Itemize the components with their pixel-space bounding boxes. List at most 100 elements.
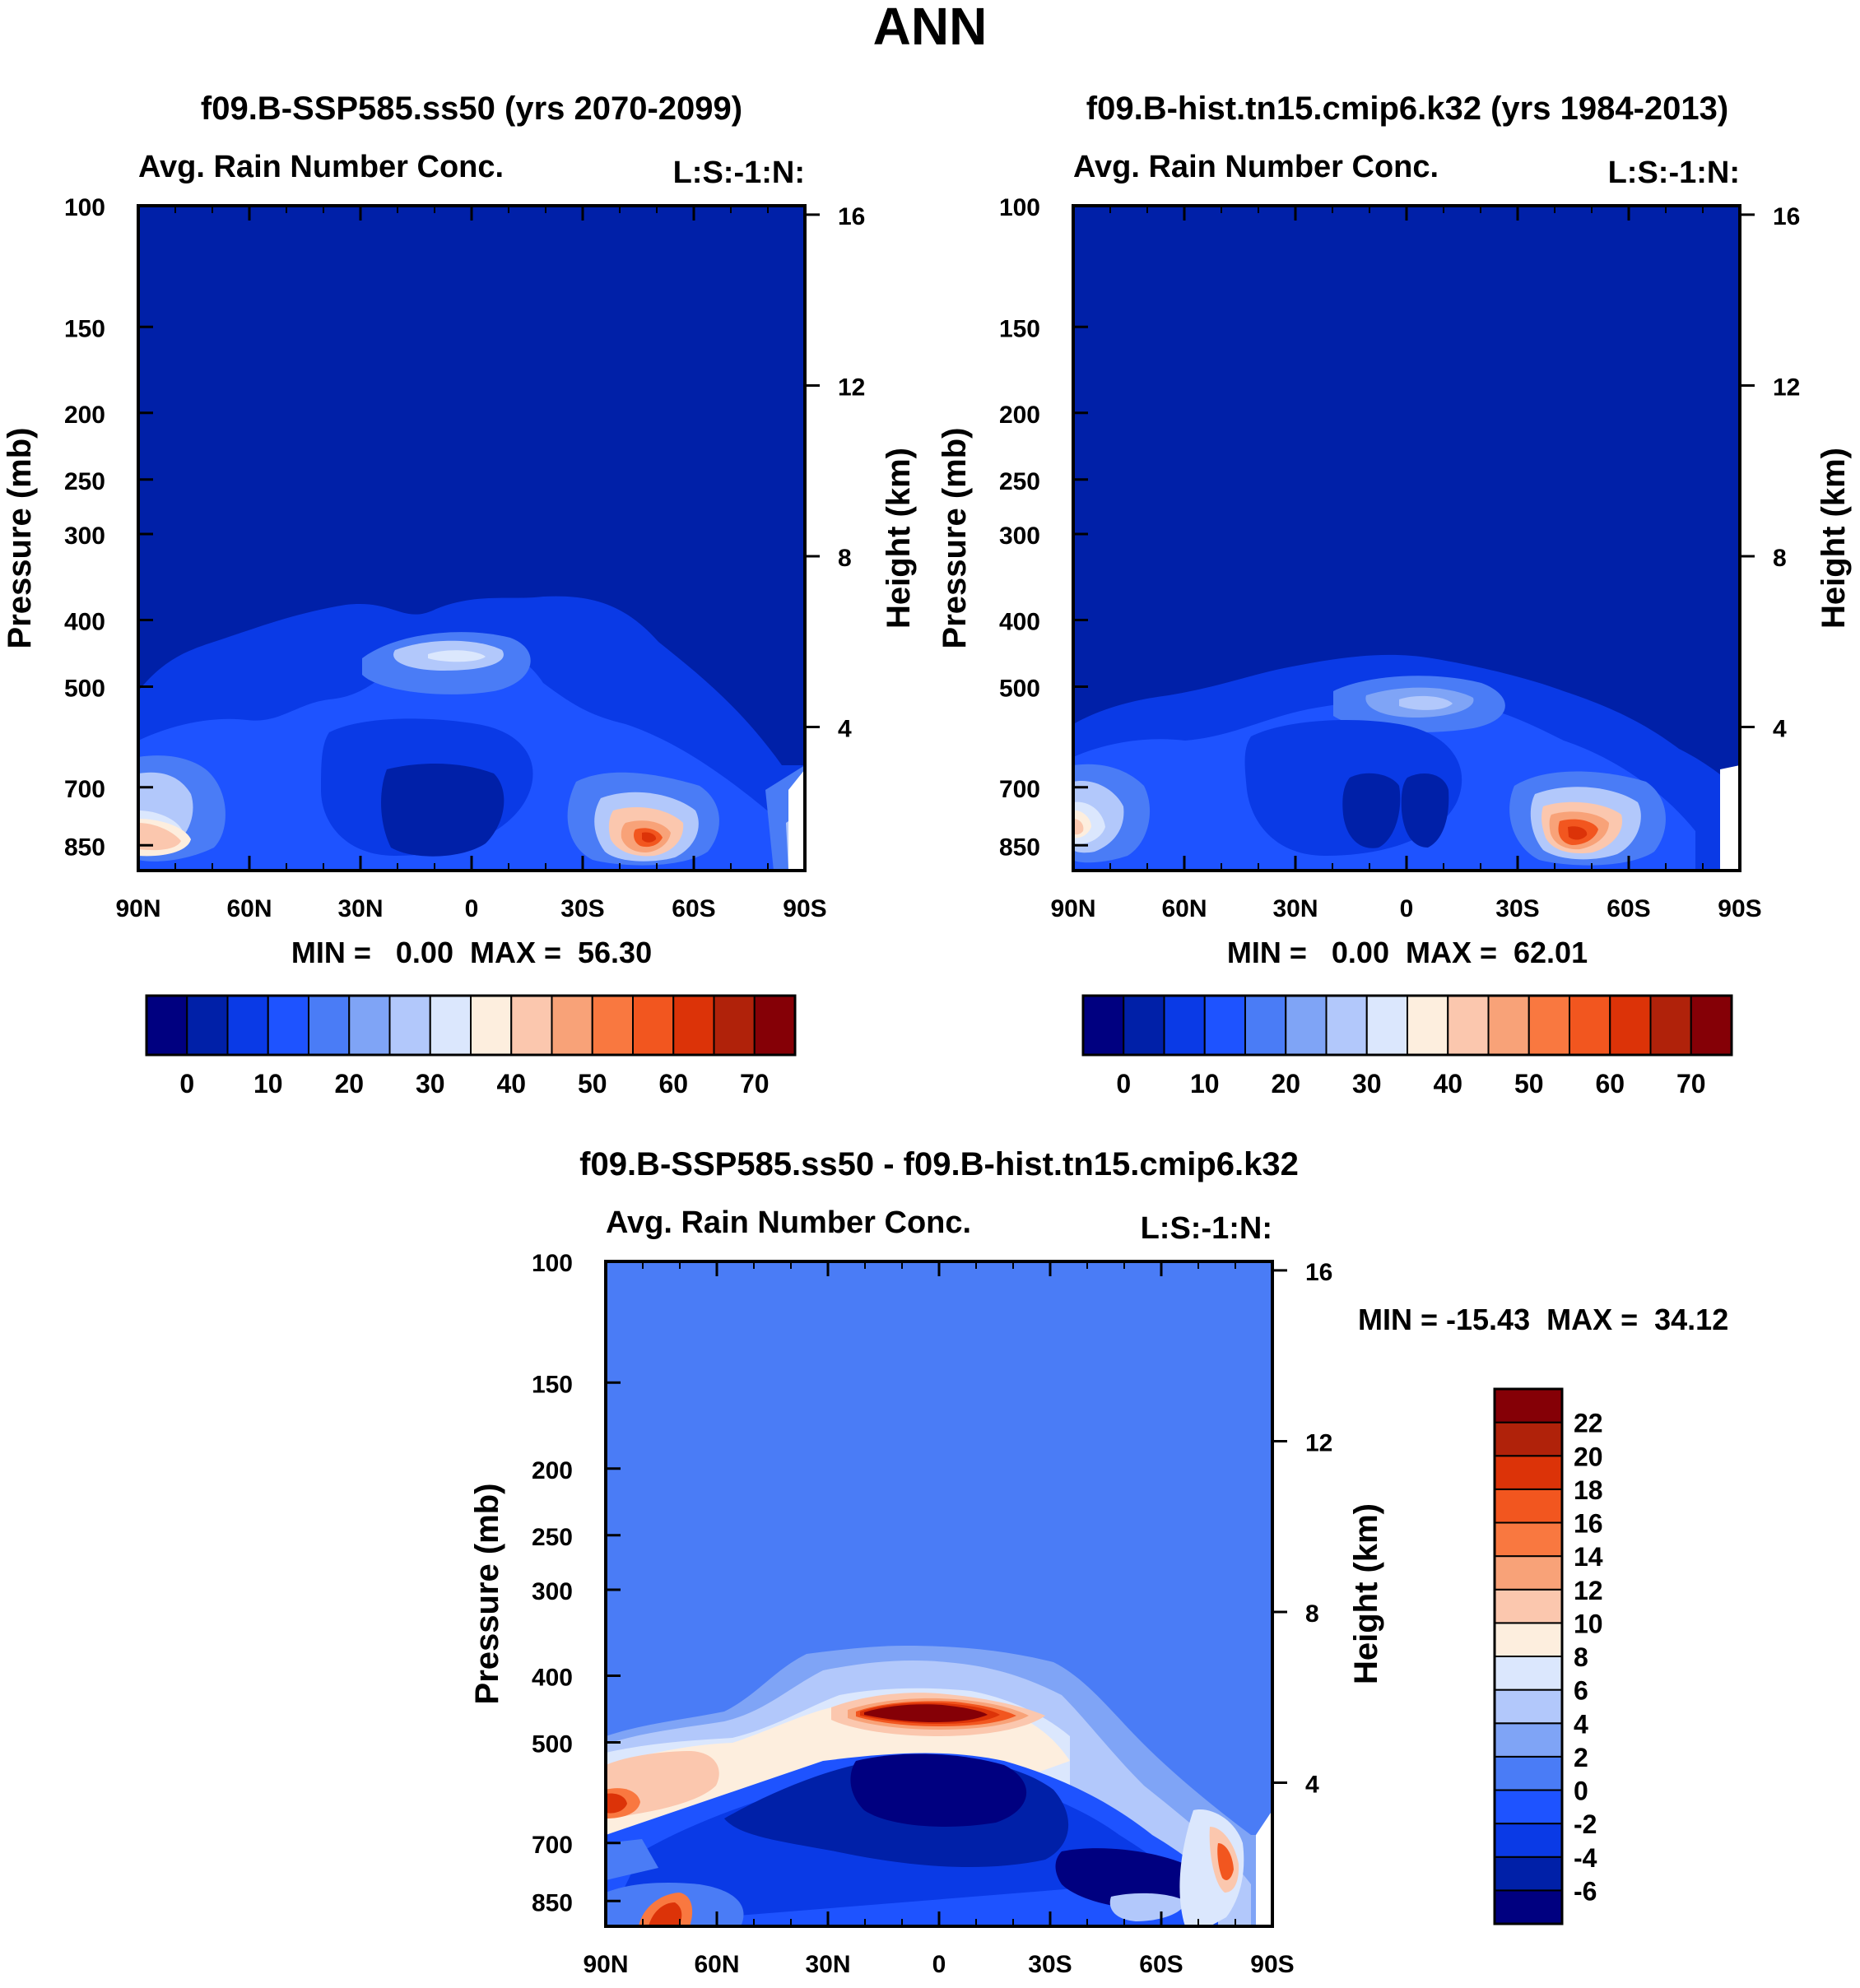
colorbar-box xyxy=(1407,995,1449,1056)
panel-1-axis-bottom: 90N 60N 30N 0 30S 60S 90S xyxy=(115,206,827,922)
lat-tick-label: 0 xyxy=(1400,895,1414,922)
lat-tick-label: 90S xyxy=(1250,1951,1294,1978)
pressure-tick-label: 150 xyxy=(532,1371,573,1398)
colorbar-box xyxy=(226,995,269,1056)
lat-tick-label: 30N xyxy=(337,895,383,922)
colorbar-label: 60 xyxy=(658,1069,688,1099)
colorbar-label: 50 xyxy=(1514,1069,1544,1099)
lat-tick-label: 0 xyxy=(932,1951,946,1978)
colorbar-box xyxy=(1285,995,1328,1056)
panel-3-ylabel: Pressure (mb) xyxy=(469,1484,505,1705)
colorbar-box xyxy=(1494,1755,1563,1791)
colorbar-box xyxy=(348,995,391,1056)
pressure-tick-label: 100 xyxy=(532,1250,573,1277)
lat-tick-label: 60S xyxy=(1607,895,1650,922)
lat-tick-label: 30S xyxy=(560,895,604,922)
lat-tick-label: 90N xyxy=(115,895,160,922)
colorbar-box xyxy=(1163,995,1206,1056)
colorbar-box xyxy=(1494,1856,1563,1892)
pressure-tick-label: 400 xyxy=(999,609,1040,636)
figure-title: ANN xyxy=(873,0,988,56)
lat-tick-label: 60N xyxy=(226,895,272,922)
colorbar-box xyxy=(470,995,513,1056)
colorbar-box xyxy=(1528,995,1570,1056)
colorbar-box xyxy=(186,995,229,1056)
colorbar-box xyxy=(1494,1789,1563,1825)
colorbar-box xyxy=(1494,1722,1563,1758)
colorbar-box xyxy=(1365,995,1408,1056)
colorbar-box xyxy=(1447,995,1490,1056)
height-tick-label: 12 xyxy=(1773,374,1800,401)
lat-tick-label: 30N xyxy=(805,1951,850,1978)
colorbar-box xyxy=(1494,1388,1563,1424)
colorbar-label: 18 xyxy=(1574,1475,1603,1505)
panel-1-right-string: L:S:-1:N: xyxy=(673,156,805,190)
colorbar-box xyxy=(1494,1622,1563,1657)
colorbar-label: -4 xyxy=(1574,1843,1597,1873)
colorbar-label: 6 xyxy=(1574,1676,1588,1706)
colorbar-label: 4 xyxy=(1574,1709,1588,1739)
panel-3-title: f09.B-SSP585.ss50 - f09.B-hist.tn15.cmip… xyxy=(579,1146,1299,1182)
pressure-tick-label: 850 xyxy=(532,1889,573,1916)
panel-3-minmax: MIN = -15.43 MAX = 34.12 xyxy=(1358,1303,1728,1336)
colorbar-box xyxy=(1649,995,1692,1056)
pressure-tick-label: 850 xyxy=(64,834,105,861)
colorbar-label: 50 xyxy=(578,1069,607,1099)
colorbar-box xyxy=(1203,995,1246,1056)
pressure-tick-label: 500 xyxy=(532,1731,573,1758)
colorbar-label: 70 xyxy=(740,1069,770,1099)
lat-tick-label: 90N xyxy=(583,1951,628,1978)
height-tick-label: 16 xyxy=(1773,203,1800,230)
panel-2-ylabel2: Height (km) xyxy=(1816,448,1852,629)
panel-1-ylabel2: Height (km) xyxy=(881,448,917,629)
panel-1-axis-left: 100 150 200 250 300 400 500 700 850 xyxy=(64,194,153,861)
colorbar-box xyxy=(591,995,634,1056)
colorbar-box xyxy=(1494,1488,1563,1524)
height-tick-label: 8 xyxy=(838,545,852,572)
panel-1-colorbar: 0 10 20 30 40 50 60 70 xyxy=(145,994,797,1099)
colorbar-label: 30 xyxy=(1352,1069,1382,1099)
lat-tick-label: 60S xyxy=(1139,1951,1183,1978)
panel-1-contour-field xyxy=(138,206,805,871)
colorbar-box xyxy=(1494,1688,1563,1725)
height-tick-label: 4 xyxy=(1773,716,1787,743)
lat-tick-label: 30N xyxy=(1272,895,1318,922)
lat-tick-label: 90S xyxy=(1718,895,1761,922)
panel-3-right-string: L:S:-1:N: xyxy=(1141,1211,1272,1246)
colorbar-box xyxy=(1609,995,1652,1056)
panel-2-axis-right: 4 8 12 16 xyxy=(1740,203,1800,743)
colorbar-box xyxy=(1494,1455,1563,1490)
colorbar-box xyxy=(308,995,351,1056)
panel-2-axis-bottom: 90N 60N 30N 0 30S 60S 90S xyxy=(1050,206,1762,922)
pressure-tick-label: 250 xyxy=(532,1524,573,1551)
height-tick-label: 4 xyxy=(1305,1772,1319,1799)
pressure-tick-label: 300 xyxy=(532,1578,573,1605)
colorbar-box xyxy=(429,995,472,1056)
panel-2-left-string: Avg. Rain Number Conc. xyxy=(1073,150,1439,184)
panel-3-axis-bottom: 90N 60N 30N 0 30S 60S 90S xyxy=(583,1261,1295,1978)
colorbar-label: 40 xyxy=(1433,1069,1462,1099)
lat-tick-label: 60S xyxy=(672,895,715,922)
colorbar-box xyxy=(1569,995,1611,1056)
pressure-tick-label: 100 xyxy=(999,194,1040,221)
pressure-tick-label: 500 xyxy=(999,676,1040,703)
height-tick-label: 4 xyxy=(838,716,852,743)
panel-3-axis-right: 4 8 12 16 xyxy=(1272,1259,1332,1799)
lat-tick-label: 60N xyxy=(694,1951,739,1978)
panel-3-left-string: Avg. Rain Number Conc. xyxy=(606,1205,971,1240)
colorbar-box xyxy=(632,995,675,1056)
panel-2-minmax: MIN = 0.00 MAX = 62.01 xyxy=(1227,936,1588,969)
colorbar-box xyxy=(1082,995,1125,1056)
panel-1-ylabel: Pressure (mb) xyxy=(2,428,38,649)
pressure-tick-label: 300 xyxy=(64,523,105,550)
colorbar-box xyxy=(551,995,593,1056)
pressure-tick-label: 700 xyxy=(999,776,1040,803)
pressure-tick-label: 200 xyxy=(999,402,1040,429)
pressure-tick-label: 100 xyxy=(64,194,105,221)
colorbar-label: 14 xyxy=(1574,1542,1603,1572)
colorbar-label: 16 xyxy=(1574,1509,1603,1539)
lat-tick-label: 60N xyxy=(1161,895,1207,922)
panel-2-colorbar: 0 10 20 30 40 50 60 70 xyxy=(1081,994,1733,1099)
